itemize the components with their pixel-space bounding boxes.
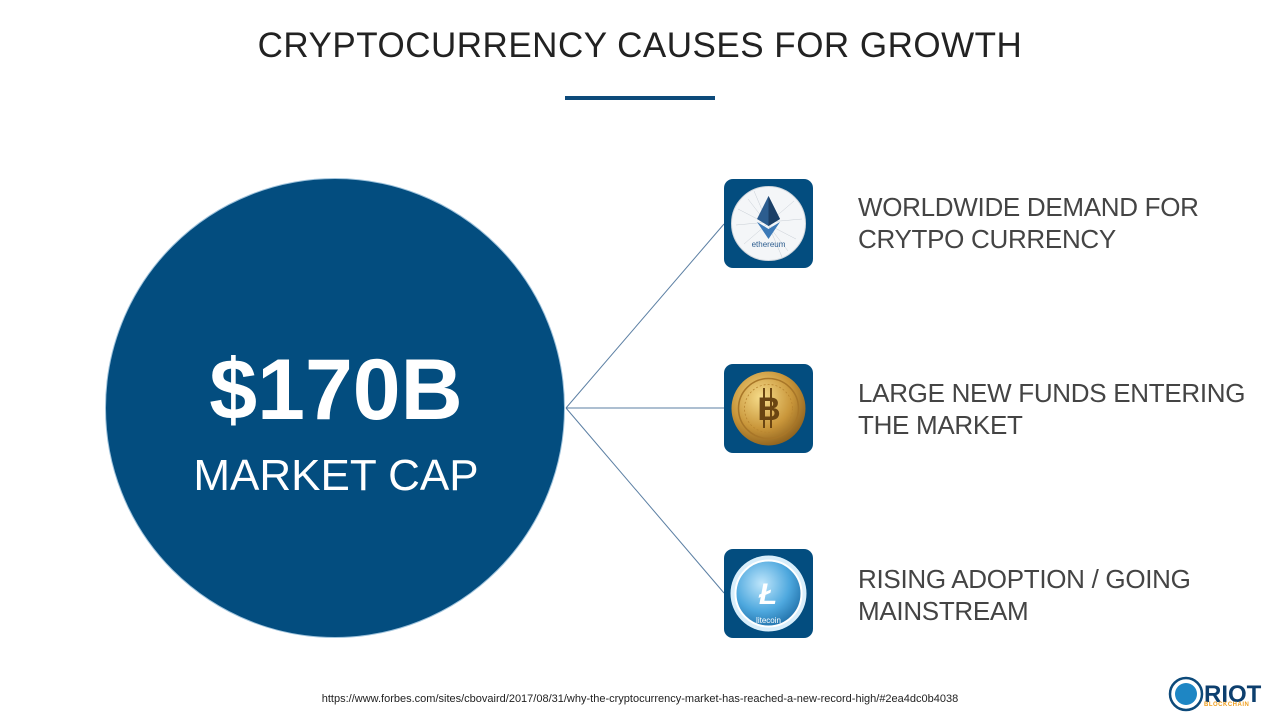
- source-url: https://www.forbes.com/sites/cbovaird/20…: [321, 693, 959, 705]
- cause-text-large-new-funds: LARGE NEW FUNDS ENTERING THE MARKET: [858, 378, 1246, 440]
- cause-text-worldwide-demand: WORLDWIDE DEMAND FOR CRYTPO CURRENCY: [858, 192, 1199, 254]
- connector-line-bottom: [565, 407, 725, 594]
- svg-text:Ł: Ł: [758, 578, 777, 611]
- market-cap-value: $170B: [209, 342, 463, 438]
- cause-text-rising-adoption: RISING ADOPTION / GOING MAINSTREAM: [858, 564, 1191, 626]
- market-cap-circle: $170B MARKET CAP: [105, 178, 565, 638]
- title-underline: [565, 96, 715, 100]
- logo-subtext: BLOCKCHAIN: [1204, 702, 1250, 708]
- riot-blockchain-logo: RIOT: [1168, 676, 1262, 712]
- bitcoin-icon: B: [731, 371, 806, 446]
- svg-text:B: B: [757, 391, 780, 427]
- ethereum-icon-box: ethereum: [724, 179, 813, 268]
- bitcoin-icon-box: B: [724, 364, 813, 453]
- slide-title: CRYPTOCURRENCY CAUSES FOR GROWTH: [257, 26, 1023, 65]
- connector-line-top: [565, 223, 725, 409]
- litecoin-icon: Ł litecoin: [730, 555, 807, 632]
- ethereum-icon-text: ethereum: [752, 240, 786, 249]
- market-cap-label: MARKET CAP: [193, 451, 479, 500]
- litecoin-icon-text: litecoin: [756, 616, 781, 625]
- ethereum-icon: ethereum: [731, 186, 806, 261]
- litecoin-icon-box: Ł litecoin: [724, 549, 813, 638]
- logo-text: RIOT: [1204, 681, 1262, 708]
